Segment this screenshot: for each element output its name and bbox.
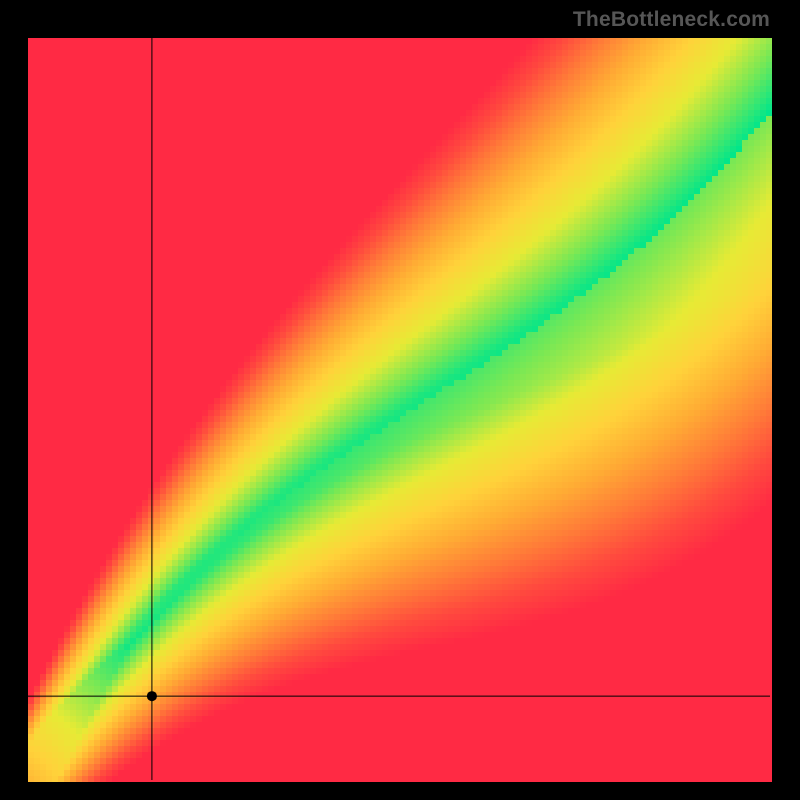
watermark-label: TheBottleneck.com: [573, 8, 770, 32]
chart-container: TheBottleneck.com: [0, 0, 800, 800]
bottleneck-heatmap: [0, 0, 800, 800]
